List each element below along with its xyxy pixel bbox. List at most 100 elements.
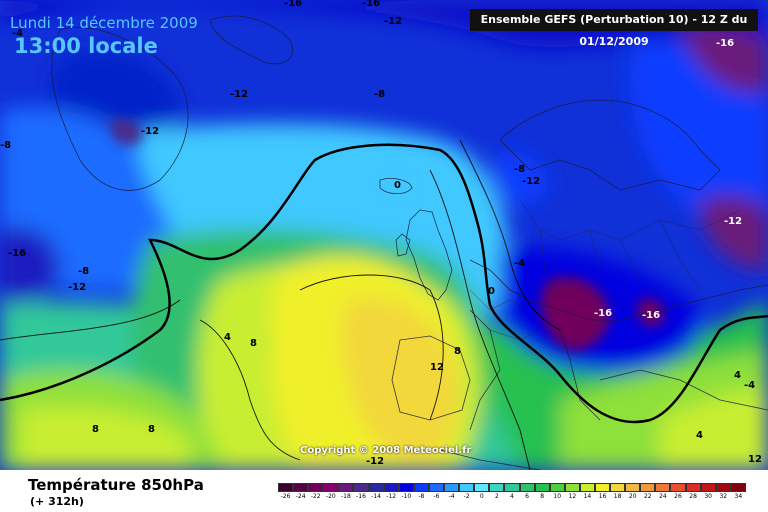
contour-label: 8 (148, 424, 155, 435)
color-scale-swatch (730, 483, 746, 492)
color-scale-swatch (519, 483, 535, 492)
contour-label: -4 (12, 28, 23, 39)
contour-label: -12 (724, 216, 742, 227)
color-scale-tick-label: -16 (356, 493, 366, 500)
color-scale-tick-label: 22 (643, 493, 652, 500)
color-scale-swatch (700, 483, 716, 492)
color-scale-swatch (293, 483, 309, 492)
contour-label: -16 (284, 0, 302, 9)
color-scale-tick-label: 32 (719, 493, 728, 500)
color-scale-swatch (489, 483, 505, 492)
color-scale-swatch (338, 483, 354, 492)
color-scale-swatches (278, 483, 746, 492)
color-scale-swatch (504, 483, 520, 492)
isotherm-lines (0, 139, 561, 470)
color-scale-swatch (655, 483, 671, 492)
color-scale-tick-label: 30 (704, 493, 712, 500)
color-scale-swatch (278, 483, 294, 492)
map-footer: Température 850hPa (+ 312h) -26 -24 -22 -20… (0, 470, 768, 512)
color-scale-tick-label: -2 (463, 493, 470, 500)
contour-label: 0 (394, 180, 401, 191)
lead-time: (+ 312h) (30, 495, 84, 508)
color-scale-swatch (308, 483, 324, 492)
contour-label: -12 (141, 126, 159, 137)
color-scale-tick-label: -6 (433, 493, 440, 500)
copyright-text: Copyright © 2008 Meteociel.fr (300, 445, 472, 456)
parameter-title: Température 850hPa (28, 476, 204, 494)
color-scale-swatch (549, 483, 565, 492)
color-scale-tick-label: 26 (674, 493, 682, 500)
color-scale-tick-label: -22 (310, 493, 321, 500)
contour-label: -16 (8, 248, 26, 259)
contour-label: -12 (68, 282, 86, 293)
color-scale-tick-label: -8 (418, 493, 425, 500)
color-scale-tick-label: -4 (448, 493, 455, 500)
color-scale-tick-label: -20 (325, 493, 336, 500)
contour-label: -16 (362, 0, 380, 9)
color-scale-swatch (610, 483, 626, 492)
contour-label: 4 (696, 430, 703, 441)
color-scale-swatch (564, 483, 580, 492)
color-scale-swatch (685, 483, 701, 492)
contour-label: -16 (642, 310, 660, 321)
contour-label: -12 (230, 89, 248, 100)
forecast-date: Lundi 14 décembre 2009 (10, 14, 198, 32)
color-scale-tick-label: -10 (401, 493, 412, 500)
color-scale-tick-label: 8 (540, 493, 545, 500)
color-scale-swatch (640, 483, 656, 492)
temperature-map: -16 -16 -12 -12 -12 -8 -4 -8 -12 -16 -8 … (0, 0, 768, 470)
color-scale-swatch (670, 483, 686, 492)
forecast-time: 13:00 locale (14, 34, 158, 58)
color-scale-swatch (474, 483, 490, 492)
color-scale-swatch (428, 483, 445, 492)
zero-isotherm (0, 143, 768, 424)
coastlines (51, 15, 768, 470)
color-scale-tick-label: 2 (494, 493, 499, 500)
contour-labels: -16 -16 -12 -12 -12 -8 -4 -8 -12 -16 -8 … (0, 0, 762, 467)
color-scale-tick-label: 16 (598, 493, 607, 500)
color-scale-swatch (625, 483, 641, 492)
contour-label: -4 (514, 258, 525, 269)
contour-label: 8 (454, 346, 461, 357)
color-scale-swatch (715, 483, 731, 492)
color-scale-tick-label: -12 (386, 493, 397, 500)
color-scale-tick-label: 6 (525, 493, 529, 500)
color-scale-tick-label: 24 (659, 493, 667, 500)
contour-label: -8 (514, 164, 525, 175)
temperature-field (0, 0, 768, 470)
contour-label: 12 (430, 362, 444, 373)
color-scale-swatch (353, 483, 369, 492)
contour-label: -8 (374, 89, 385, 100)
contour-label: -12 (366, 456, 384, 467)
color-scale-tick-label: -26 (280, 493, 291, 500)
contour-label: -4 (744, 380, 755, 391)
color-scale-swatch (398, 483, 414, 492)
color-scale-tick-label: -24 (295, 493, 306, 500)
contour-label: -8 (0, 140, 11, 151)
color-scale-tick-label: -14 (371, 493, 382, 500)
contour-label: 12 (748, 454, 762, 465)
contour-label: 0 (488, 286, 495, 297)
color-scale-tick-label: 18 (613, 493, 622, 500)
color-scale-tick-label: 4 (510, 493, 514, 500)
color-scale-swatch (444, 483, 460, 492)
color-scale-swatch (413, 483, 429, 492)
color-scale: -26 -24 -22 -20 -18 -16 -14 -12 -10 -8 -6 -4 -2 0 2 4 6 8… (278, 483, 746, 505)
color-scale-ticks: -26 -24 -22 -20 -18 -16 -14 -12 -10 -8 -6 -4 -2 0 2 4 6 8… (278, 493, 746, 500)
color-scale-swatch (579, 483, 595, 492)
color-scale-swatch (383, 483, 399, 492)
color-scale-swatch (459, 483, 475, 492)
color-scale-tick-label: 12 (568, 493, 577, 500)
color-scale-swatch (368, 483, 384, 492)
contour-label: 8 (250, 338, 257, 349)
color-scale-swatch (534, 483, 550, 492)
color-scale-swatch (594, 483, 611, 492)
color-scale-tick-label: 10 (553, 493, 562, 500)
color-scale-tick-label: -18 (341, 493, 351, 500)
color-scale-tick-label: 0 (479, 493, 484, 500)
contour-label: -16 (716, 38, 734, 49)
contour-label: -8 (78, 266, 89, 277)
color-scale-tick-label: 14 (583, 493, 592, 500)
contour-label: -16 (594, 308, 612, 319)
